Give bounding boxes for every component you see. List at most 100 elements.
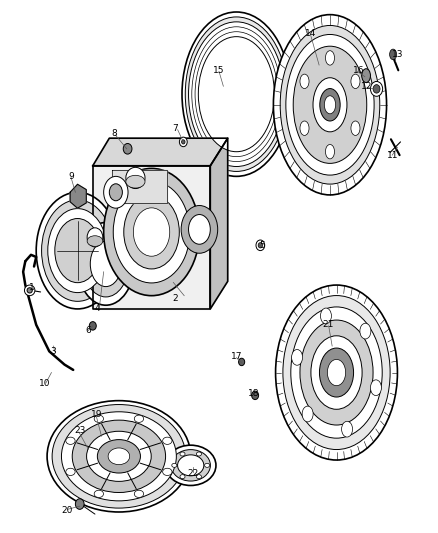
Ellipse shape <box>311 336 362 409</box>
Ellipse shape <box>126 175 145 188</box>
Ellipse shape <box>319 348 353 397</box>
Ellipse shape <box>180 452 185 456</box>
Ellipse shape <box>104 168 199 296</box>
Ellipse shape <box>327 359 346 386</box>
Ellipse shape <box>300 121 309 135</box>
Ellipse shape <box>87 228 103 247</box>
Ellipse shape <box>371 82 383 96</box>
Ellipse shape <box>342 421 353 437</box>
Ellipse shape <box>258 243 262 248</box>
Ellipse shape <box>198 37 275 152</box>
Ellipse shape <box>94 415 103 422</box>
Ellipse shape <box>196 452 201 456</box>
Ellipse shape <box>192 27 281 161</box>
Text: 21: 21 <box>322 320 333 329</box>
Ellipse shape <box>300 74 309 88</box>
Ellipse shape <box>42 200 113 301</box>
Ellipse shape <box>134 415 144 422</box>
Ellipse shape <box>66 437 75 445</box>
Text: 1: 1 <box>29 283 35 292</box>
Text: 7: 7 <box>173 124 178 133</box>
Ellipse shape <box>313 78 347 132</box>
Ellipse shape <box>52 405 186 508</box>
Ellipse shape <box>124 195 179 269</box>
Ellipse shape <box>83 231 128 297</box>
Ellipse shape <box>180 475 185 479</box>
Ellipse shape <box>87 236 103 246</box>
Ellipse shape <box>162 437 172 445</box>
Ellipse shape <box>48 208 107 293</box>
Polygon shape <box>210 138 228 309</box>
Polygon shape <box>70 184 86 208</box>
Ellipse shape <box>113 181 190 283</box>
Circle shape <box>239 358 245 366</box>
Ellipse shape <box>72 420 166 492</box>
Text: 20: 20 <box>61 506 72 515</box>
Ellipse shape <box>94 490 103 497</box>
Ellipse shape <box>196 475 201 479</box>
Ellipse shape <box>90 241 121 287</box>
Ellipse shape <box>110 184 122 201</box>
Text: 14: 14 <box>305 29 316 38</box>
Ellipse shape <box>108 448 130 465</box>
Ellipse shape <box>180 137 187 147</box>
Ellipse shape <box>87 431 151 481</box>
Ellipse shape <box>133 208 170 256</box>
Text: 9: 9 <box>68 172 74 181</box>
Circle shape <box>252 391 258 400</box>
Text: 18: 18 <box>248 389 260 398</box>
Ellipse shape <box>321 308 332 324</box>
Text: 17: 17 <box>231 352 242 361</box>
Text: 2: 2 <box>173 294 178 303</box>
Ellipse shape <box>390 49 396 60</box>
Ellipse shape <box>182 140 185 144</box>
Ellipse shape <box>162 469 172 475</box>
Ellipse shape <box>325 51 335 65</box>
Ellipse shape <box>325 144 335 159</box>
Polygon shape <box>113 170 167 203</box>
Ellipse shape <box>55 219 100 282</box>
Ellipse shape <box>181 206 218 253</box>
Ellipse shape <box>47 401 191 512</box>
Text: 8: 8 <box>112 130 117 139</box>
Circle shape <box>75 499 84 510</box>
Text: 6: 6 <box>85 326 91 335</box>
Ellipse shape <box>134 490 144 497</box>
Text: 22: 22 <box>187 469 198 478</box>
Ellipse shape <box>286 35 374 175</box>
Ellipse shape <box>293 46 367 164</box>
Ellipse shape <box>362 69 371 83</box>
Ellipse shape <box>172 463 177 467</box>
Text: 3: 3 <box>51 347 57 356</box>
Ellipse shape <box>351 121 360 135</box>
Ellipse shape <box>104 176 128 208</box>
Ellipse shape <box>66 469 75 475</box>
Text: 10: 10 <box>39 378 51 387</box>
Ellipse shape <box>351 74 360 88</box>
Text: 23: 23 <box>74 426 85 435</box>
Text: 11: 11 <box>387 151 399 160</box>
Text: 15: 15 <box>213 66 225 75</box>
Text: 5: 5 <box>260 241 265 250</box>
Polygon shape <box>93 166 210 309</box>
Ellipse shape <box>25 285 35 296</box>
Ellipse shape <box>185 17 288 172</box>
Ellipse shape <box>188 22 284 166</box>
Ellipse shape <box>97 440 141 473</box>
Ellipse shape <box>371 380 381 395</box>
Ellipse shape <box>324 96 336 114</box>
Ellipse shape <box>195 32 278 157</box>
Ellipse shape <box>123 143 132 154</box>
Text: 19: 19 <box>92 410 103 419</box>
Text: 4: 4 <box>94 304 100 313</box>
Ellipse shape <box>205 463 210 467</box>
Ellipse shape <box>126 167 145 189</box>
Ellipse shape <box>280 26 380 184</box>
Ellipse shape <box>291 307 382 438</box>
Ellipse shape <box>273 14 387 195</box>
Ellipse shape <box>320 88 340 121</box>
Ellipse shape <box>302 406 313 422</box>
Ellipse shape <box>300 320 373 425</box>
Ellipse shape <box>276 285 397 460</box>
Ellipse shape <box>283 296 390 449</box>
